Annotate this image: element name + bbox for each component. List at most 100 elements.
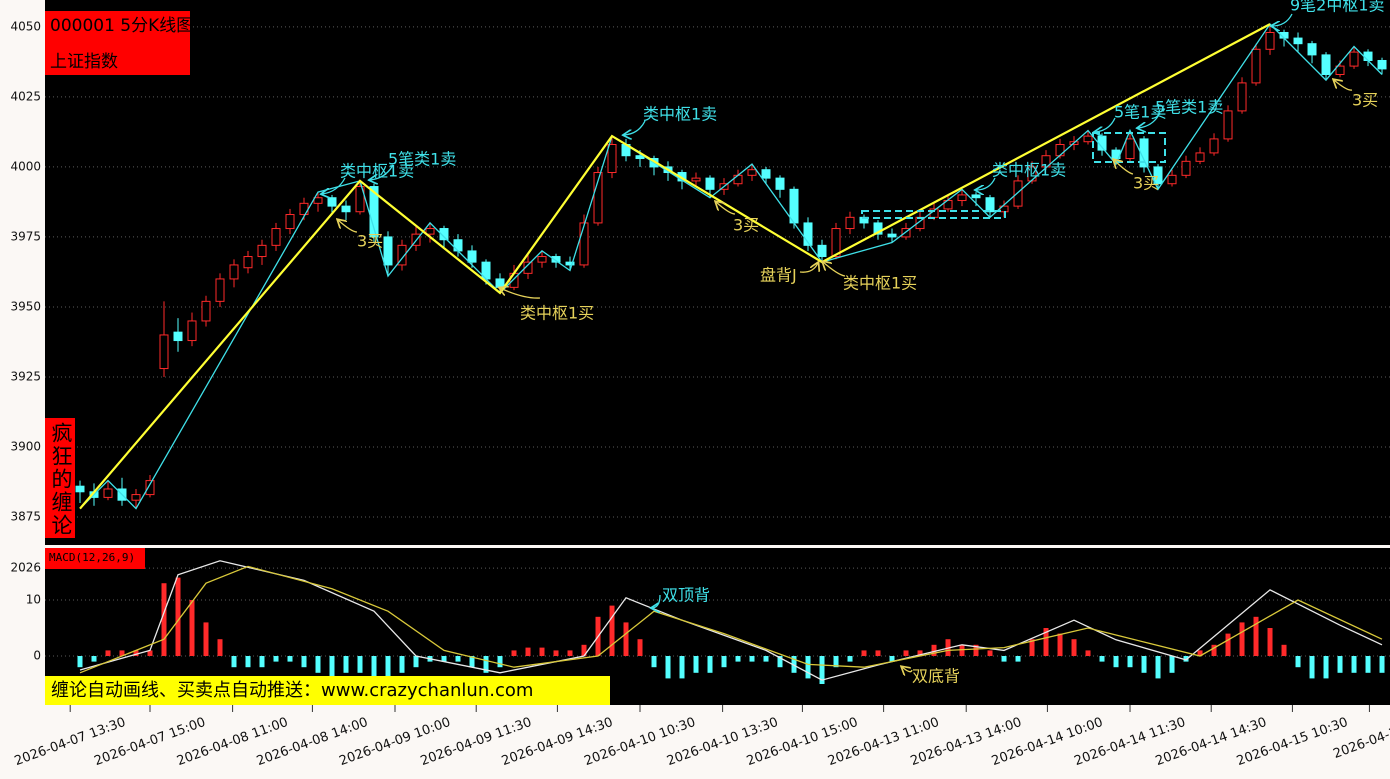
macd-bar [903, 650, 909, 657]
candle-body [1307, 43, 1317, 56]
annotation-arrow [1334, 80, 1353, 91]
y-tick-label: 3975 [10, 229, 41, 243]
candle-body [131, 494, 141, 501]
macd-bar [1015, 656, 1021, 662]
candle-body [971, 194, 981, 199]
macd-bar [679, 656, 685, 679]
macd-bar [931, 644, 937, 657]
macd-bar [833, 656, 839, 668]
candle-body [327, 197, 337, 207]
macd-bar [749, 656, 755, 662]
candle-body [887, 233, 897, 238]
candle-body [495, 278, 505, 288]
macd-bar [1267, 628, 1273, 657]
annotation-arrow [1095, 117, 1116, 132]
annotation: 5笔1卖 [1114, 103, 1166, 122]
macd-bar [1029, 639, 1035, 657]
annotation: 3买 [357, 232, 383, 251]
macd-bar [1043, 628, 1049, 657]
candle-body [691, 177, 701, 182]
annotation: 盘背J [760, 266, 797, 285]
macd-bar [735, 656, 741, 662]
candle-body [439, 228, 449, 241]
y2-tick-label: 10 [26, 593, 41, 607]
annotation: 类中枢1买 [520, 304, 594, 323]
candle-body [747, 169, 757, 176]
chart-subtitle: 上证指数 [50, 52, 118, 72]
macd-bar [1183, 656, 1189, 662]
macd-bar [1071, 639, 1077, 657]
macd-bar [609, 605, 615, 657]
candle-body [1181, 160, 1191, 176]
annotation-arrow [322, 177, 346, 194]
macd-bar [707, 656, 713, 673]
annotation: 类中枢1卖 [643, 105, 717, 124]
macd-bar [875, 650, 881, 657]
annotation-arrow [1114, 160, 1134, 175]
macd-bar [1197, 650, 1203, 657]
candle-body [425, 228, 435, 235]
candle-body [551, 256, 561, 263]
annotation-arrow [902, 667, 913, 672]
pivot-box [861, 210, 1006, 219]
candle-body [355, 186, 365, 213]
candle-body [103, 488, 113, 498]
macd-bar [357, 656, 363, 673]
candle-body [1195, 152, 1205, 162]
macd-bar [105, 650, 111, 657]
chart-title: 000001 5分K线图 [50, 16, 193, 36]
candle-body [1377, 59, 1387, 70]
candle-body [565, 261, 575, 266]
candle-body [271, 228, 281, 246]
candle-body [145, 480, 155, 496]
annotation-arrow [652, 594, 661, 608]
candle-body [733, 174, 743, 185]
annotation: 双顶背 [662, 586, 710, 605]
candle-body [607, 144, 617, 174]
candle-body [985, 197, 995, 213]
candle-body [537, 256, 547, 263]
y-tick-label: 4050 [10, 19, 41, 33]
macd-bar [791, 656, 797, 673]
macd-bar [189, 600, 195, 657]
macd-bar [371, 656, 377, 679]
macd-bar [343, 656, 349, 673]
macd-bar [805, 656, 811, 679]
macd-bar [581, 644, 587, 657]
macd-bar [133, 650, 139, 657]
macd-bar [1127, 656, 1133, 668]
macd-bar [497, 656, 503, 668]
candle-body [845, 216, 855, 230]
macd-bar [763, 656, 769, 662]
annotation-arrow [823, 262, 846, 277]
macd-bar [1225, 633, 1231, 657]
title-box [45, 11, 190, 75]
annotation-arrow [976, 177, 996, 190]
annotation-arrow [1272, 13, 1293, 26]
annotation: 3买 [1133, 174, 1159, 193]
candle-body [593, 172, 603, 224]
annotation: 类中枢1卖 [340, 162, 414, 181]
macd-bar [525, 647, 531, 657]
macd-bar [1351, 656, 1357, 673]
macd-bar [1239, 622, 1245, 657]
annotation-arrow [799, 263, 818, 273]
macd-bar [651, 656, 657, 668]
macd-bar [1211, 644, 1217, 657]
candle-body [159, 334, 169, 370]
candle-body [201, 300, 211, 322]
macd-bar [455, 656, 461, 662]
macd-bar [1379, 656, 1385, 673]
pivot-box [1092, 132, 1166, 163]
dea-line [79, 565, 1383, 674]
annotation-arrow [500, 288, 541, 299]
banner: 缠论自动画线、买卖点自动推送：www.crazychanlun.com [51, 680, 533, 701]
candle-body [187, 320, 197, 342]
candle-body [705, 177, 715, 190]
candle-body [803, 222, 813, 246]
macd-bar [665, 656, 671, 679]
macd-bar [301, 656, 307, 668]
macd-bar [1323, 656, 1329, 679]
macd-bar [1253, 616, 1259, 657]
macd-bar [245, 656, 251, 668]
